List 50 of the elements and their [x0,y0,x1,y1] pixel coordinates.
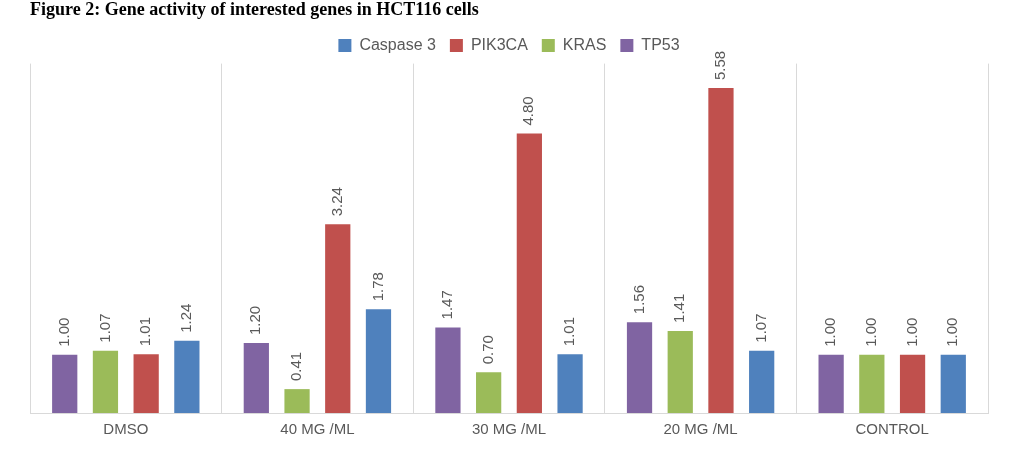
bar [626,322,653,413]
data-label: 1.78 [368,272,386,302]
data-label: 1.00 [821,317,839,347]
x-tick-label: DMSO [103,420,149,438]
legend-label: PIK3CA [470,36,529,54]
data-label: 1.01 [560,316,578,347]
data-label: 1.00 [902,317,920,347]
bar [365,309,392,413]
legend-label: Caspase 3 [359,36,436,54]
data-label: 1.20 [246,305,264,336]
data-label: 1.00 [943,317,961,347]
bar [749,350,775,413]
bar [174,340,200,413]
data-label: 1.01 [136,316,154,347]
data-label: 1.47 [438,290,456,320]
bar [557,354,583,413]
data-label: 1.56 [629,284,647,315]
data-label: 1.00 [54,317,72,347]
x-tick-label: 20 MG /ML [663,420,738,438]
legend-label: TP53 [641,36,680,54]
bar [708,88,734,413]
data-label: 1.00 [861,317,879,347]
data-label: 1.41 [670,293,688,323]
bar [92,350,119,413]
bar [435,327,461,413]
bar [476,372,502,413]
bar [899,354,926,413]
data-label: 0.70 [478,335,496,365]
data-label: 5.58 [711,50,729,81]
x-tick-label: 30 MG /ML [471,420,547,438]
bar [52,354,78,413]
bar [667,330,693,413]
bar [859,354,885,413]
data-label: 1.07 [751,313,769,343]
data-label: 4.80 [519,96,537,126]
x-tick-label: CONTROL [855,420,929,438]
bar [243,343,269,413]
data-label: 0.41 [287,351,305,382]
data-label: 1.24 [177,303,195,333]
chart-title: Figure 2: Gene activity of interested genes in HCT116 cells [30,0,479,20]
bar [516,133,542,413]
x-tick-label: 40 MG /ML [280,420,355,438]
bar [325,224,351,413]
bar [133,354,159,413]
data-label: 1.07 [95,313,113,343]
bar [818,354,844,413]
legend-label: KRAS [562,36,607,54]
data-label: 3.24 [327,187,345,217]
bar [284,389,310,413]
bar [940,354,966,413]
